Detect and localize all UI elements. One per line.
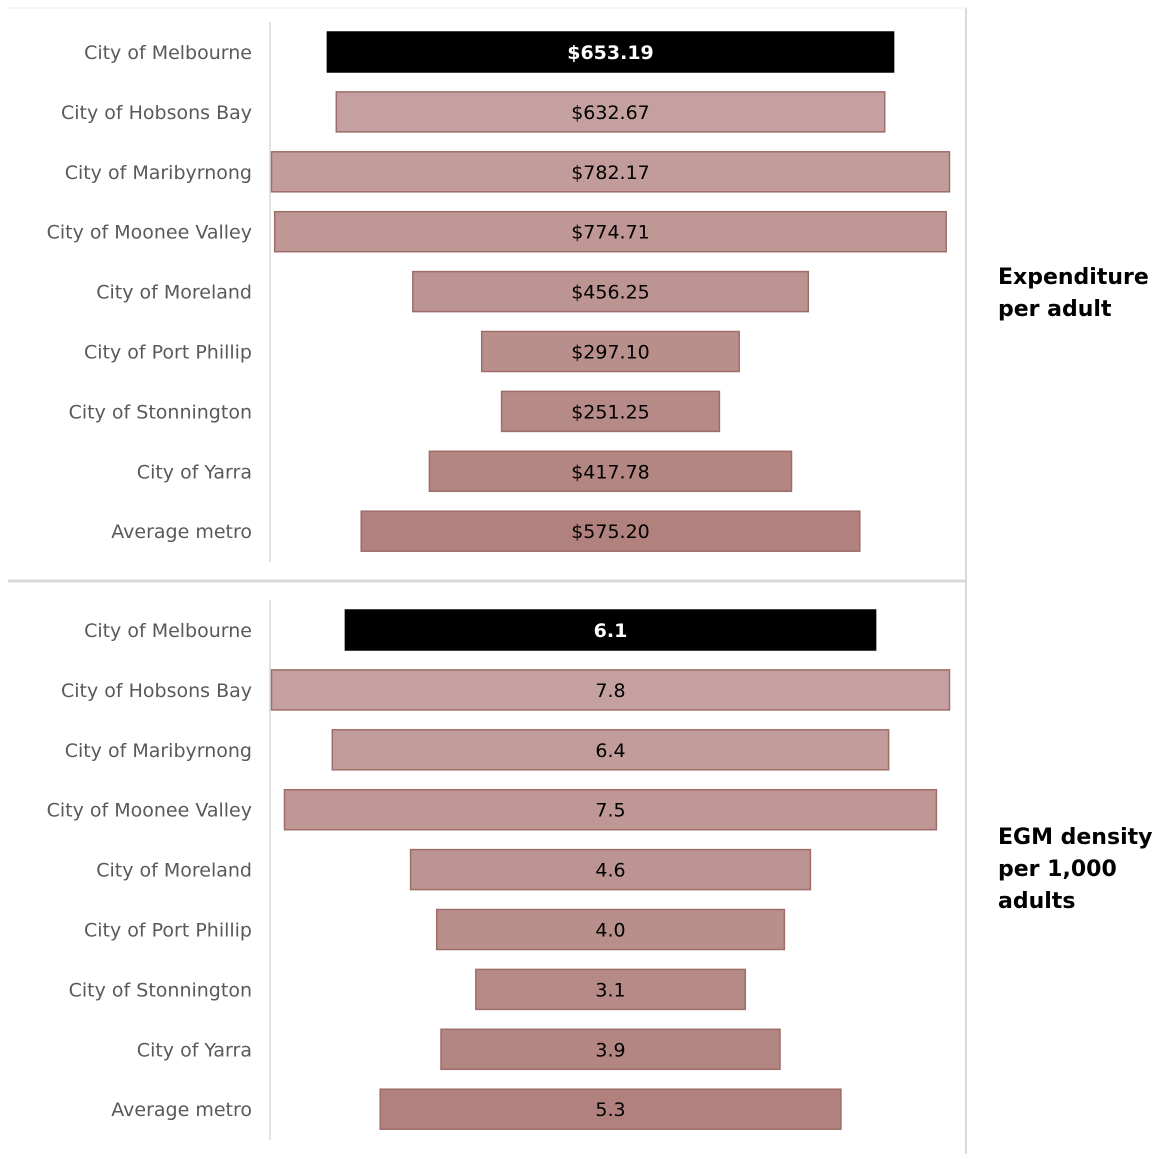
- category-tick-label: City of Port Phillip: [84, 342, 252, 364]
- bar: [331, 729, 890, 771]
- bar: [409, 848, 812, 891]
- title-line: Expenditure: [998, 265, 1149, 290]
- category-tick-label: City of Hobsons Bay: [61, 680, 252, 702]
- bar: [480, 330, 740, 373]
- title-line: per 1,000: [998, 857, 1117, 882]
- title-line: per adult: [998, 297, 1112, 322]
- bar: [335, 91, 886, 133]
- bar-value-label: $456.25: [571, 282, 650, 304]
- category-tick-label: City of Melbourne: [84, 620, 252, 642]
- bar-value-label: 6.4: [595, 740, 625, 762]
- bar-value-label: 3.9: [595, 1039, 625, 1061]
- category-tick-label: City of Stonnington: [69, 979, 252, 1001]
- bar-value-label: 5.3: [595, 1099, 625, 1121]
- chart-title-expenditure: Expenditure per adult: [998, 262, 1149, 326]
- bar: [412, 270, 810, 313]
- bar-value-label: $297.10: [571, 342, 650, 364]
- category-tick-label: City of Yarra: [137, 461, 252, 483]
- category-tick-label: City of Moonee Valley: [47, 800, 252, 822]
- bar-value-label: $774.71: [571, 222, 650, 244]
- bar: [428, 450, 793, 493]
- category-tick-label: City of Port Phillip: [84, 920, 252, 942]
- category-tick-label: City of Moreland: [96, 860, 252, 882]
- bar-value-label: $653.19: [567, 42, 654, 64]
- bar-value-label: 7.5: [595, 800, 625, 822]
- bar: [344, 609, 877, 651]
- bar: [440, 1028, 781, 1071]
- category-tick-label: City of Stonnington: [69, 401, 252, 423]
- category-tick-label: City of Yarra: [137, 1039, 252, 1061]
- bar-value-label: 7.8: [595, 680, 625, 702]
- bar-value-label: 4.6: [595, 860, 625, 882]
- bar-value-label: $417.78: [571, 461, 650, 483]
- category-tick-label: City of Moreland: [96, 282, 252, 304]
- bar: [500, 390, 721, 433]
- chart-title-egm-density: EGM density per 1,000 adults: [998, 822, 1152, 918]
- bar: [273, 210, 947, 253]
- category-tick-label: City of Melbourne: [84, 42, 252, 64]
- bar: [360, 510, 861, 552]
- bar-value-label: 4.0: [595, 920, 625, 942]
- bar-value-label: $251.25: [571, 401, 650, 423]
- title-line: adults: [998, 889, 1076, 914]
- bar: [435, 908, 786, 951]
- bar: [270, 669, 951, 711]
- title-line: EGM density: [998, 825, 1153, 850]
- bar: [326, 31, 895, 73]
- bar-value-label: $632.67: [571, 102, 650, 124]
- bar-value-label: $575.20: [571, 521, 650, 543]
- bar: [283, 788, 938, 831]
- category-tick-label: City of Maribyrnong: [65, 740, 252, 762]
- bar: [475, 968, 747, 1011]
- category-tick-label: City of Maribyrnong: [65, 162, 252, 184]
- category-tick-label: City of Moonee Valley: [47, 222, 252, 244]
- category-tick-label: City of Hobsons Bay: [61, 102, 252, 124]
- bar-value-label: 6.1: [594, 620, 628, 642]
- bar-value-label: $782.17: [571, 162, 650, 184]
- bar-value-label: 3.1: [595, 979, 625, 1001]
- bar: [379, 1088, 842, 1130]
- category-tick-label: Average metro: [111, 1099, 252, 1121]
- bar: [270, 151, 951, 193]
- category-tick-label: Average metro: [111, 521, 252, 543]
